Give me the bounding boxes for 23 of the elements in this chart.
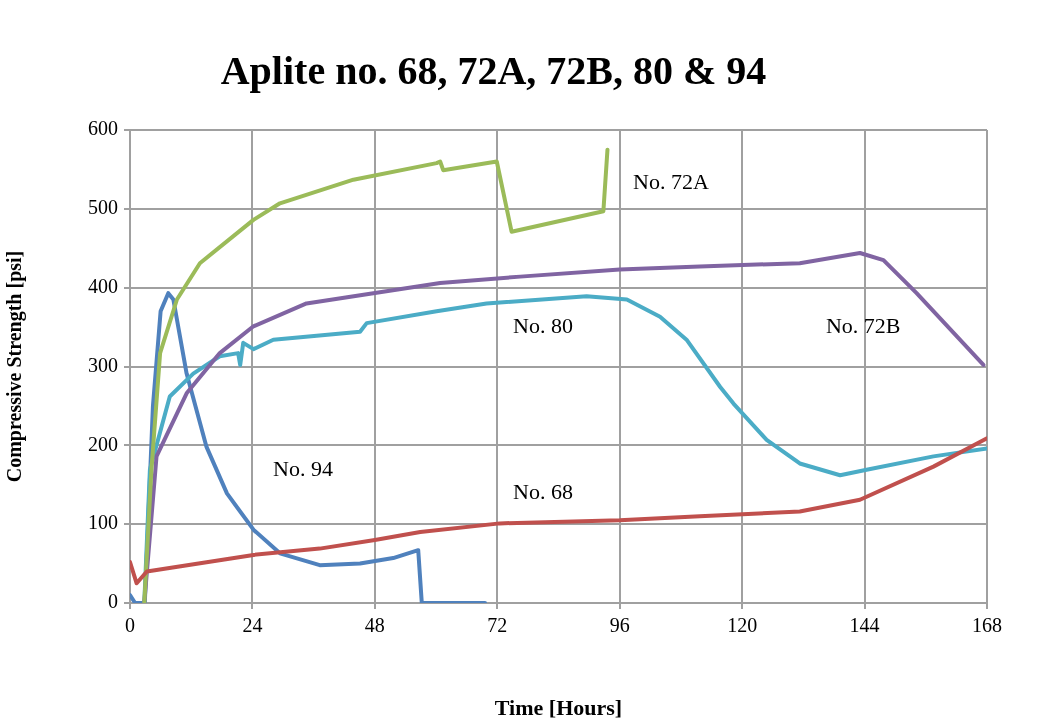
x-tick-label: 48 bbox=[364, 614, 385, 637]
series-label: No. 72B bbox=[825, 312, 901, 338]
y-tick-label: 0 bbox=[108, 590, 118, 613]
x-tick-label: 144 bbox=[849, 614, 880, 637]
y-tick-label: 600 bbox=[88, 117, 118, 140]
series-label: No. 80 bbox=[513, 312, 573, 338]
y-axis-title: Compressive Strength [psi] bbox=[3, 250, 27, 483]
series-label: No. 72A bbox=[633, 168, 709, 194]
y-tick-label: 100 bbox=[88, 511, 118, 534]
x-tick-label: 168 bbox=[972, 614, 1002, 637]
text: No. 94 bbox=[273, 455, 334, 481]
x-tick-label: 120 bbox=[727, 614, 758, 637]
x-tick-label: 24 bbox=[242, 614, 263, 637]
series-label: No. 68 bbox=[513, 478, 573, 504]
chart-title: Aplite no. 68, 72A, 72B, 80 & 94 bbox=[220, 48, 767, 94]
x-tick-label: 0 bbox=[125, 614, 135, 637]
y-tick-label: 200 bbox=[88, 432, 118, 455]
x-tick-label: 96 bbox=[609, 614, 630, 637]
x-axis-title: Time [Hours] bbox=[494, 695, 623, 721]
y-tick-label: 500 bbox=[88, 196, 118, 219]
x-tick-label: 72 bbox=[487, 614, 508, 637]
y-tick-label: 400 bbox=[88, 274, 118, 297]
y-tick-label: 300 bbox=[88, 353, 118, 376]
